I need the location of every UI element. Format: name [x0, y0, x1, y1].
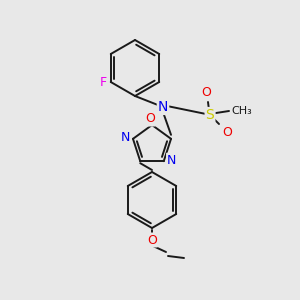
Text: N: N — [158, 100, 168, 114]
Text: N: N — [167, 154, 176, 167]
Text: N: N — [120, 131, 130, 144]
Text: O: O — [201, 86, 211, 100]
Text: O: O — [147, 233, 157, 247]
Text: S: S — [206, 108, 214, 122]
Text: O: O — [222, 125, 232, 139]
Text: O: O — [145, 112, 155, 125]
Text: F: F — [100, 76, 107, 88]
Text: CH₃: CH₃ — [232, 106, 252, 116]
